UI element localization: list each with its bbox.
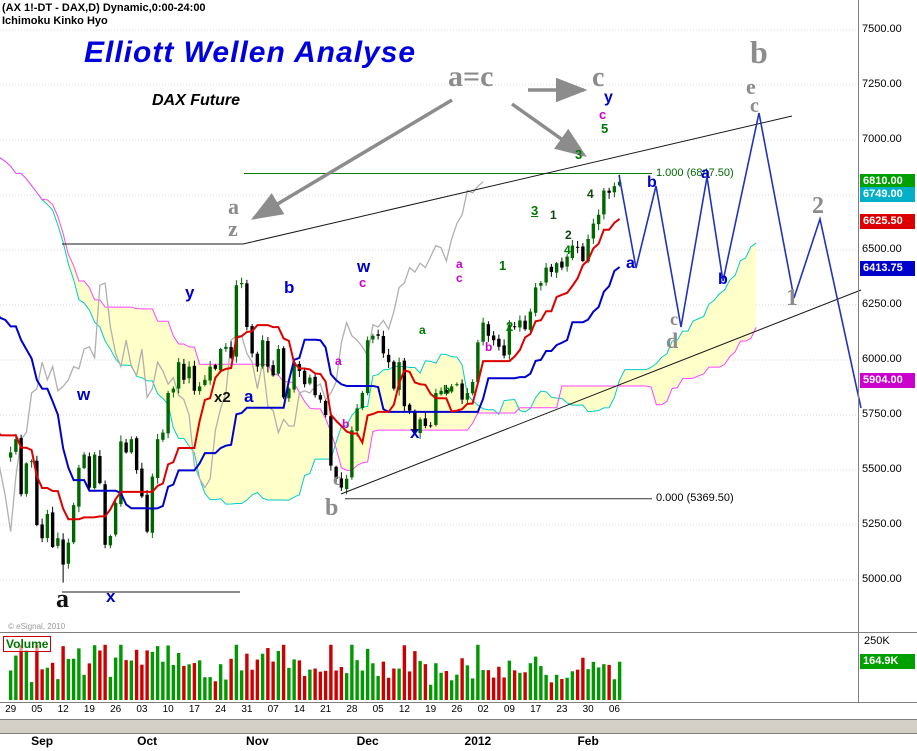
time-scrollbar[interactable]: [0, 719, 917, 734]
analysis-subtitle: DAX Future: [152, 92, 240, 109]
copyright-notice: © eSignal, 2010: [8, 622, 66, 631]
study-title: Ichimoku Kinko Hyo: [2, 15, 108, 27]
analysis-title: Elliott Wellen Analyse: [84, 36, 417, 69]
instrument-title: (AX 1!-DT - DAX,D) Dynamic,0:00-24:00: [2, 2, 206, 14]
volume-study-label[interactable]: Volume: [3, 636, 52, 652]
